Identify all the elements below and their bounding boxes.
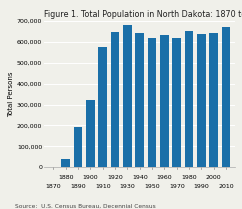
Bar bbox=[86, 101, 95, 167]
Text: 1980: 1980 bbox=[181, 175, 197, 180]
Text: 1870: 1870 bbox=[45, 184, 61, 189]
Y-axis label: Total Persons: Total Persons bbox=[8, 71, 14, 117]
Text: 1970: 1970 bbox=[169, 184, 185, 189]
Bar bbox=[160, 35, 169, 167]
Text: 1990: 1990 bbox=[194, 184, 209, 189]
Text: 1910: 1910 bbox=[95, 184, 111, 189]
Text: 1960: 1960 bbox=[157, 175, 172, 180]
Bar bbox=[173, 38, 181, 167]
Bar bbox=[74, 127, 83, 167]
Bar bbox=[210, 33, 218, 167]
Text: Source:  U.S. Census Bureau, Decennial Census: Source: U.S. Census Bureau, Decennial Ce… bbox=[15, 204, 155, 209]
Text: 1900: 1900 bbox=[83, 175, 98, 180]
Text: 2010: 2010 bbox=[218, 184, 234, 189]
Text: 1930: 1930 bbox=[120, 184, 135, 189]
Bar bbox=[123, 25, 132, 167]
Bar bbox=[98, 47, 107, 167]
Bar bbox=[136, 33, 144, 167]
Bar bbox=[111, 32, 119, 167]
Bar bbox=[222, 27, 230, 167]
Text: 1940: 1940 bbox=[132, 175, 148, 180]
Text: 2000: 2000 bbox=[206, 175, 222, 180]
Bar bbox=[148, 38, 156, 167]
Text: 1920: 1920 bbox=[107, 175, 123, 180]
Bar bbox=[197, 34, 206, 167]
Text: 1880: 1880 bbox=[58, 175, 74, 180]
Bar bbox=[61, 159, 70, 167]
Bar bbox=[185, 31, 193, 167]
Text: Figure 1. Total Population in North Dakota: 1870 to 2010: Figure 1. Total Population in North Dako… bbox=[44, 10, 242, 19]
Text: 1890: 1890 bbox=[70, 184, 86, 189]
Text: 1950: 1950 bbox=[144, 184, 160, 189]
